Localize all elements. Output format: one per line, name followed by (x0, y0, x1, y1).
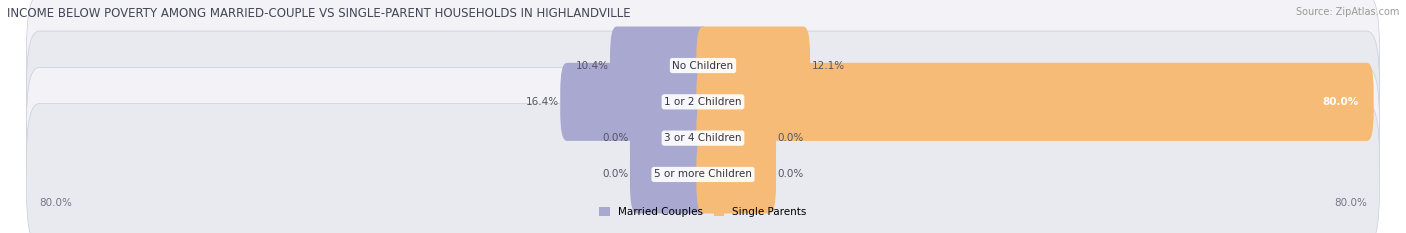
Text: 80.0%: 80.0% (39, 198, 72, 208)
Text: 80.0%: 80.0% (1323, 97, 1358, 107)
Text: 0.0%: 0.0% (778, 133, 804, 143)
FancyBboxPatch shape (27, 104, 1379, 233)
FancyBboxPatch shape (696, 63, 1374, 141)
FancyBboxPatch shape (27, 31, 1379, 173)
Legend: Married Couples, Single Parents: Married Couples, Single Parents (595, 203, 811, 221)
FancyBboxPatch shape (560, 63, 710, 141)
Text: 16.4%: 16.4% (526, 97, 558, 107)
Text: No Children: No Children (672, 61, 734, 71)
Text: 10.4%: 10.4% (575, 61, 609, 71)
FancyBboxPatch shape (696, 135, 776, 213)
FancyBboxPatch shape (696, 99, 776, 177)
Text: 3 or 4 Children: 3 or 4 Children (664, 133, 742, 143)
FancyBboxPatch shape (630, 135, 710, 213)
Text: 12.1%: 12.1% (811, 61, 845, 71)
Text: 0.0%: 0.0% (602, 169, 628, 179)
FancyBboxPatch shape (696, 27, 810, 105)
FancyBboxPatch shape (610, 27, 710, 105)
FancyBboxPatch shape (27, 67, 1379, 209)
Text: 5 or more Children: 5 or more Children (654, 169, 752, 179)
Text: 80.0%: 80.0% (1334, 198, 1367, 208)
FancyBboxPatch shape (27, 0, 1379, 136)
Text: 0.0%: 0.0% (602, 133, 628, 143)
Text: 1 or 2 Children: 1 or 2 Children (664, 97, 742, 107)
Text: 0.0%: 0.0% (778, 169, 804, 179)
Text: Source: ZipAtlas.com: Source: ZipAtlas.com (1295, 7, 1399, 17)
Text: INCOME BELOW POVERTY AMONG MARRIED-COUPLE VS SINGLE-PARENT HOUSEHOLDS IN HIGHLAN: INCOME BELOW POVERTY AMONG MARRIED-COUPL… (7, 7, 631, 20)
FancyBboxPatch shape (630, 99, 710, 177)
